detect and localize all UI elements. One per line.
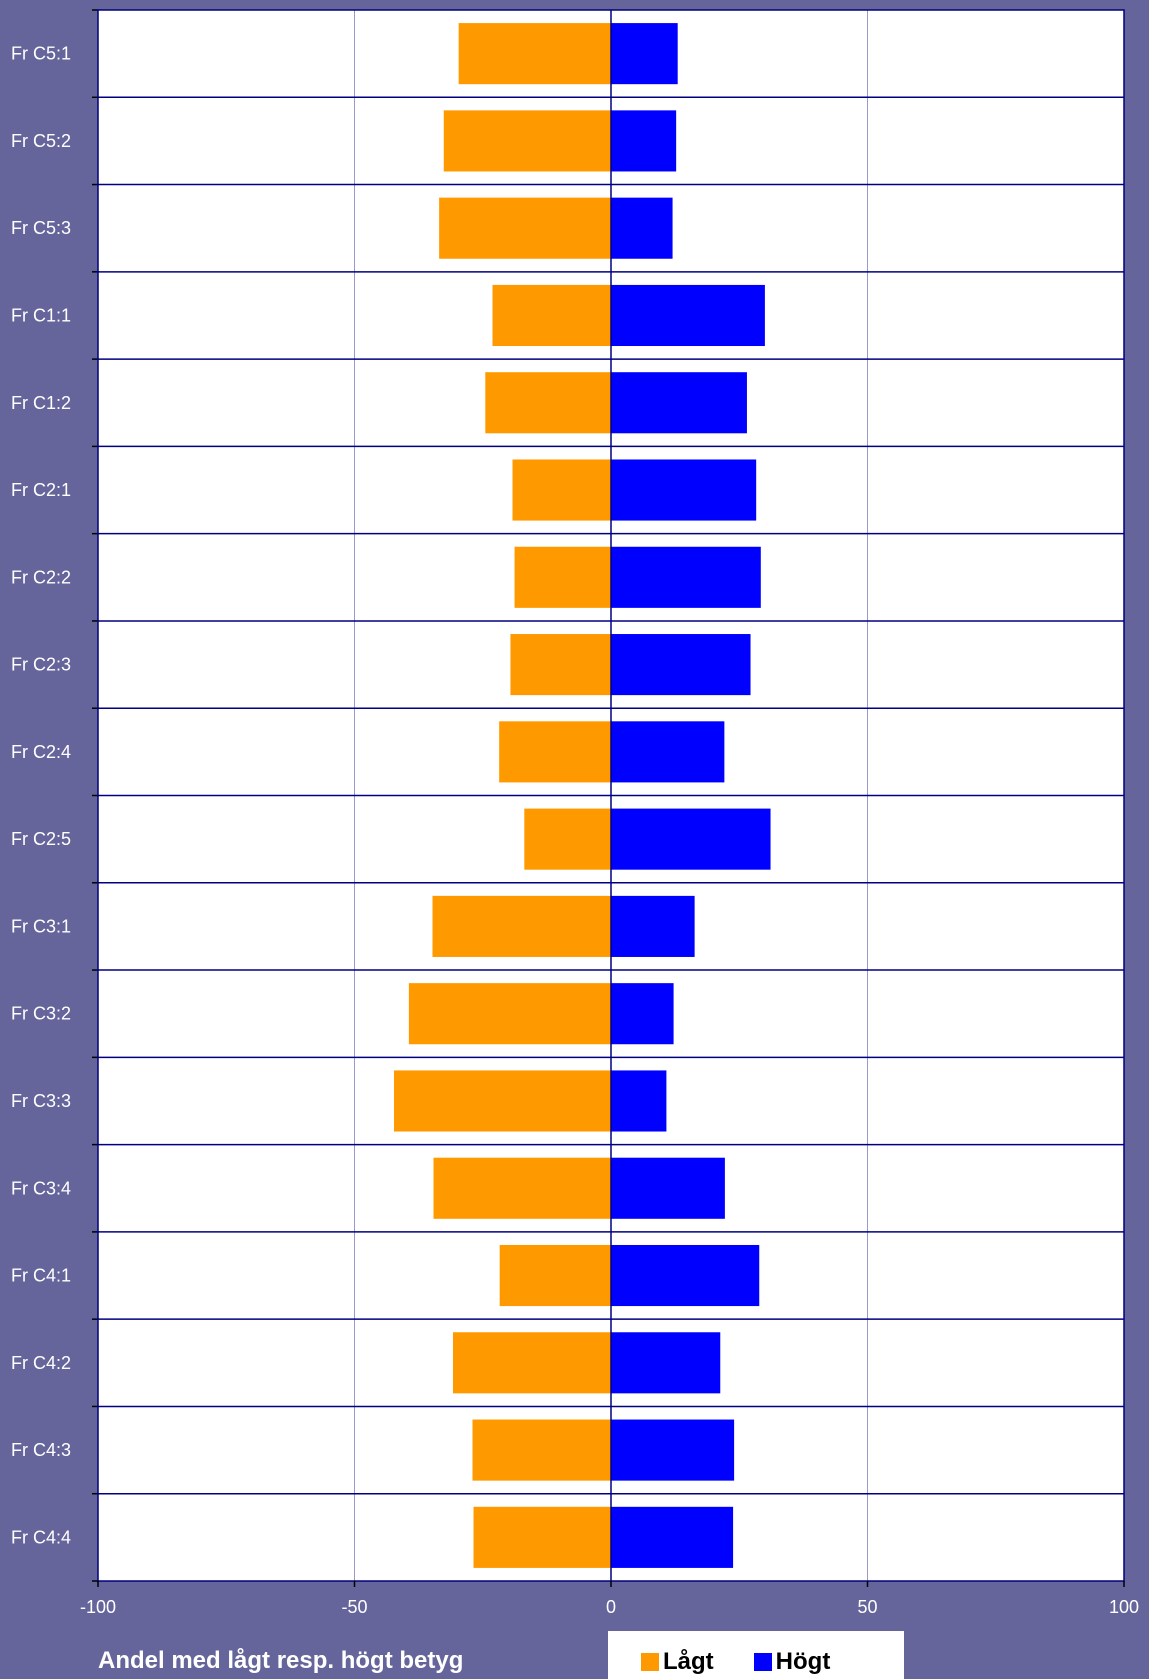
- bar-low: [394, 1070, 611, 1132]
- category-label: Fr C2:1: [11, 480, 71, 500]
- category-label: Fr C4:3: [11, 1440, 71, 1460]
- row-separators: [92, 9, 1124, 1582]
- category-label: Fr C3:3: [11, 1091, 71, 1111]
- bar-low: [443, 110, 611, 172]
- bar-high: [611, 1506, 734, 1568]
- category-label: Fr C4:1: [11, 1266, 71, 1286]
- category-label: Fr C3:2: [11, 1004, 71, 1024]
- bar-low: [510, 634, 611, 696]
- bar-high: [611, 983, 674, 1045]
- bar-low: [408, 983, 611, 1045]
- bar-high: [611, 1070, 667, 1132]
- legend-item-high: Högt: [753, 1648, 831, 1676]
- bar-high: [611, 372, 747, 434]
- bar-high: [611, 284, 765, 347]
- category-label: Fr C5:2: [11, 131, 71, 151]
- bar-low: [433, 1157, 611, 1219]
- category-label: Fr C5:3: [11, 218, 71, 238]
- x-tick-label: -100: [80, 1597, 116, 1617]
- bar-low: [512, 459, 611, 521]
- bar-low: [439, 197, 611, 259]
- bar-low: [432, 895, 611, 957]
- x-tick-label: 50: [857, 1597, 877, 1617]
- legend: Lågt Högt: [608, 1631, 904, 1679]
- bar-high: [611, 895, 695, 957]
- legend-label-low: Lågt: [663, 1648, 714, 1675]
- legend-swatch-low: [641, 1653, 659, 1671]
- bar-low: [492, 284, 611, 347]
- bars: [394, 23, 771, 1568]
- legend-item-low: Lågt: [641, 1648, 714, 1676]
- bar-low: [514, 546, 611, 608]
- legend-swatch-high: [753, 1653, 772, 1671]
- category-label: Fr C2:3: [11, 655, 71, 675]
- bar-low: [499, 721, 611, 783]
- category-labels: Fr C5:1 Fr C5:2 Fr C5:3 Fr C1:1 Fr C1:2 Fr C2…: [11, 44, 71, 1548]
- x-tick-label: 0: [606, 1597, 616, 1617]
- bar-high: [611, 546, 761, 608]
- category-label: Fr C4:2: [11, 1353, 71, 1373]
- category-label: Fr C1:1: [11, 305, 71, 325]
- bar-low: [458, 23, 611, 85]
- bar-high: [611, 1244, 760, 1307]
- bar-high: [611, 634, 751, 696]
- bar-low: [452, 1332, 611, 1394]
- bar-high: [611, 459, 757, 521]
- bar-low: [524, 808, 611, 870]
- bar-high: [611, 808, 771, 870]
- category-label: Fr C2:4: [11, 742, 71, 762]
- bar-low: [499, 1244, 611, 1307]
- category-label: Fr C2:2: [11, 567, 71, 587]
- category-label: Fr C1:2: [11, 393, 71, 413]
- category-label: Fr C2:5: [11, 829, 71, 849]
- bar-low: [485, 372, 611, 434]
- category-label: Fr C5:1: [11, 44, 71, 64]
- bar-high: [611, 1419, 735, 1481]
- bar-high: [611, 23, 678, 85]
- category-label: Fr C3:1: [11, 916, 71, 936]
- bar-high: [611, 1332, 721, 1394]
- category-label: Fr C3:4: [11, 1178, 71, 1198]
- x-tick-label: 100: [1109, 1597, 1139, 1617]
- bar-low: [473, 1506, 611, 1568]
- x-tick-label: -50: [341, 1597, 367, 1617]
- x-axis-ticks: -100 -50 0 50 100: [80, 1581, 1139, 1617]
- bar-low: [472, 1419, 611, 1481]
- bar-high: [611, 197, 673, 259]
- legend-label-high: Högt: [775, 1648, 831, 1675]
- bar-high: [611, 1157, 725, 1219]
- x-axis-label: Andel med lågt resp. högt betyg: [98, 1647, 464, 1674]
- bar-high: [611, 721, 725, 783]
- category-label: Fr C4:4: [11, 1527, 71, 1547]
- bar-high: [611, 110, 677, 172]
